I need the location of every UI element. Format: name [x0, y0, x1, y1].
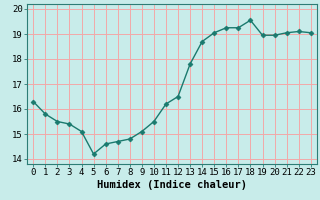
- X-axis label: Humidex (Indice chaleur): Humidex (Indice chaleur): [97, 180, 247, 190]
